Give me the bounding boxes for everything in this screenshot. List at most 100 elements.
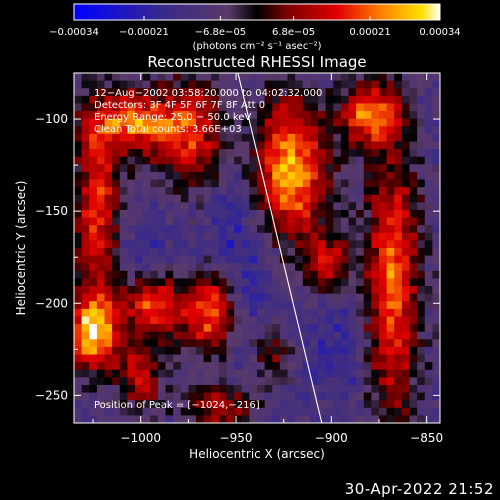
heatmap-cell (287, 286, 296, 295)
heatmap-cell (112, 316, 121, 325)
heatmap-cell (211, 392, 220, 401)
heatmap-cell (74, 126, 83, 135)
heatmap-cell (310, 392, 319, 401)
heatmap-cell (211, 80, 220, 89)
heatmap-cell (241, 194, 250, 203)
heatmap-cell (203, 95, 212, 105)
heatmap-cell (142, 73, 151, 82)
heatmap-cell (104, 118, 113, 127)
heatmap-cell (302, 392, 311, 401)
heatmap-cell (218, 255, 228, 264)
heatmap-cell (241, 308, 250, 318)
heatmap-cell (325, 209, 334, 219)
heatmap-cell (417, 179, 426, 188)
heatmap-cell (218, 141, 228, 150)
heatmap-cell (279, 171, 289, 181)
heatmap-cell (173, 156, 182, 165)
heatmap-cell (287, 171, 296, 181)
heatmap-cell (302, 133, 311, 143)
heatmap-cell (295, 103, 304, 112)
heatmap-cell (379, 149, 388, 158)
heatmap-cell (150, 156, 159, 165)
x-tick-label: −900 (315, 431, 348, 445)
heatmap-cell (295, 202, 304, 211)
heatmap-cell (356, 377, 365, 386)
heatmap-cell (333, 232, 342, 241)
heatmap-cell (340, 133, 350, 143)
heatmap-cell (325, 278, 334, 287)
heatmap-cell (302, 407, 311, 416)
heatmap-cell (211, 331, 220, 340)
heatmap-cell (241, 217, 250, 226)
heatmap-cell (249, 80, 258, 89)
heatmap-cell (142, 255, 151, 264)
heatmap-cell (424, 278, 433, 287)
heatmap-cell (203, 232, 212, 241)
heatmap-cell (96, 339, 106, 348)
heatmap-cell (417, 187, 426, 196)
heatmap-cell (241, 346, 250, 356)
heatmap-cell (325, 164, 334, 173)
heatmap-cell (279, 331, 289, 340)
heatmap-cell (81, 73, 90, 82)
heatmap-cell (81, 111, 90, 120)
heatmap-cell (74, 415, 83, 423)
heatmap-cell (340, 255, 350, 264)
heatmap-cell (272, 278, 281, 287)
heatmap-cell (348, 255, 357, 264)
heatmap-cell (272, 248, 281, 257)
heatmap-cell (325, 111, 334, 120)
heatmap-cell (432, 164, 440, 173)
heatmap-cell (241, 369, 250, 378)
heatmap-cell (89, 149, 98, 158)
heatmap-cell (356, 149, 365, 158)
heatmap-cell (165, 164, 174, 173)
heatmap-cell (119, 80, 128, 89)
heatmap-cell (310, 400, 319, 409)
heatmap-cell (119, 415, 128, 423)
heatmap-cell (386, 384, 395, 394)
heatmap-cell (196, 232, 205, 241)
heatmap-cell (272, 270, 281, 280)
heatmap-cell (356, 392, 365, 401)
heatmap-cell (279, 88, 289, 97)
heatmap-cell (264, 316, 273, 325)
heatmap-cell (264, 301, 273, 310)
heatmap-cell (333, 331, 342, 340)
heatmap-cell (379, 308, 388, 318)
heatmap-cell (409, 194, 418, 203)
heatmap-cell (203, 392, 212, 401)
heatmap-cell (249, 118, 258, 127)
heatmap-cell (363, 248, 372, 257)
heatmap-cell (188, 171, 197, 181)
heatmap-cell (157, 286, 167, 295)
heatmap-cell (295, 316, 304, 325)
heatmap-cell (157, 118, 167, 127)
heatmap-cell (302, 111, 311, 120)
heatmap-cell (394, 384, 403, 394)
heatmap-cell (310, 209, 319, 219)
heatmap-cell (409, 308, 418, 318)
colorbar-tick-label: −0.00034 (49, 27, 99, 38)
heatmap-cell (135, 400, 144, 409)
heatmap-cell (401, 331, 411, 340)
heatmap-cell (318, 156, 327, 165)
heatmap-cell (127, 95, 136, 105)
heatmap-cell (318, 232, 327, 241)
heatmap-cell (157, 164, 167, 173)
heatmap-cell (112, 194, 121, 203)
heatmap-cell (432, 179, 440, 188)
heatmap-cell (150, 255, 159, 264)
heatmap-cell (295, 248, 304, 257)
heatmap-cell (401, 217, 411, 226)
heatmap-cell (142, 415, 151, 423)
heatmap-cell (142, 362, 151, 371)
heatmap-cell (89, 209, 98, 219)
heatmap-cell (287, 384, 296, 394)
heatmap-cell (287, 308, 296, 318)
heatmap-cell (279, 118, 289, 127)
heatmap-cell (104, 316, 113, 325)
heatmap-cell (409, 202, 418, 211)
heatmap-cell (165, 118, 174, 127)
heatmap-cell (226, 187, 235, 196)
